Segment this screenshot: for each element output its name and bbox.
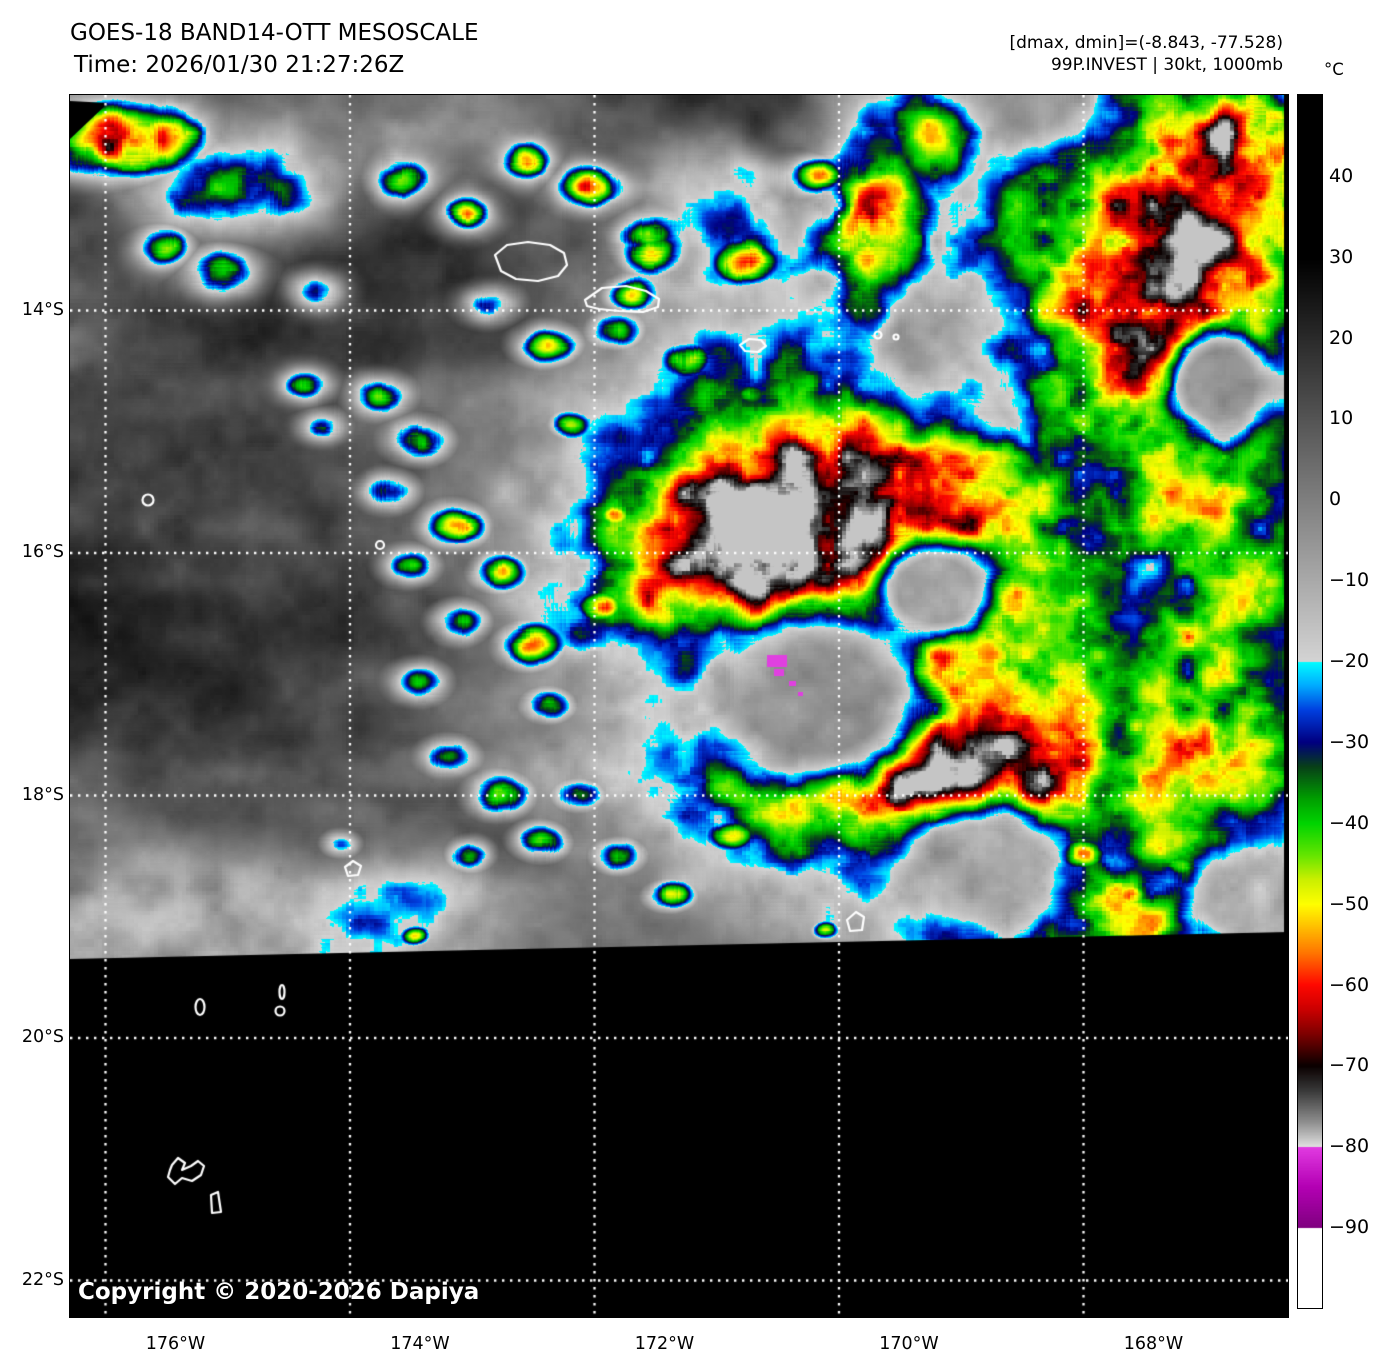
colorbar-tick-label: 0	[1329, 488, 1342, 511]
lat-axis-label: 14°S	[21, 299, 64, 320]
lon-axis-label: 170°W	[879, 1334, 939, 1354]
info-block: [dmax, dmin]=(-8.843, -77.528) 99P.INVES…	[1010, 32, 1284, 76]
lat-axis-label: 20°S	[21, 1027, 64, 1047]
colorbar-tick-label: −40	[1329, 811, 1370, 834]
lon-axis-label: 176°W	[145, 1334, 206, 1354]
satellite-imagery-canvas	[70, 95, 1288, 1317]
copyright-text: Copyright © 2020-2026 Dapiya	[78, 1279, 480, 1305]
lon-axis-label: 174°W	[390, 1334, 450, 1354]
page-title: GOES-18 BAND14-OTT MESOSCALE	[70, 20, 479, 46]
satellite-map: Copyright © 2020-2026 Dapiya	[69, 94, 1289, 1318]
colorbar-tick-label: −80	[1329, 1135, 1370, 1158]
storm-info-label: 99P.INVEST | 30kt, 1000mb	[1050, 55, 1283, 75]
colorbar-tick-label: 40	[1329, 164, 1354, 187]
colorbar-tick-label: −90	[1329, 1216, 1370, 1239]
colorbar-tick-label: 20	[1329, 326, 1354, 349]
colorbar-tick-label: −70	[1329, 1054, 1370, 1077]
lat-axis-label: 18°S	[21, 784, 64, 805]
lon-axis-label: 168°W	[1123, 1334, 1184, 1354]
colorbar-canvas	[1297, 94, 1323, 1309]
timestamp-label: Time: 2026/01/30 21:27:26Z	[74, 52, 405, 78]
lon-axis-label: 172°W	[634, 1334, 695, 1354]
colorbar-tick-label: 30	[1329, 245, 1354, 268]
colorbar-tick-label: −30	[1329, 730, 1370, 753]
colorbar-tick-label: −60	[1329, 973, 1370, 996]
colorbar-unit-label: °C	[1324, 60, 1344, 79]
colorbar-tick-label: −10	[1329, 569, 1370, 592]
colorbar-tick-label: −20	[1329, 650, 1370, 673]
colorbar-tick-label: −50	[1329, 892, 1370, 915]
lat-axis-label: 16°S	[21, 542, 64, 562]
lat-axis-label: 22°S	[21, 1269, 64, 1290]
dmax-dmin-label: [dmax, dmin]=(-8.843, -77.528)	[1009, 33, 1284, 53]
colorbar-tick-label: 10	[1329, 407, 1354, 430]
